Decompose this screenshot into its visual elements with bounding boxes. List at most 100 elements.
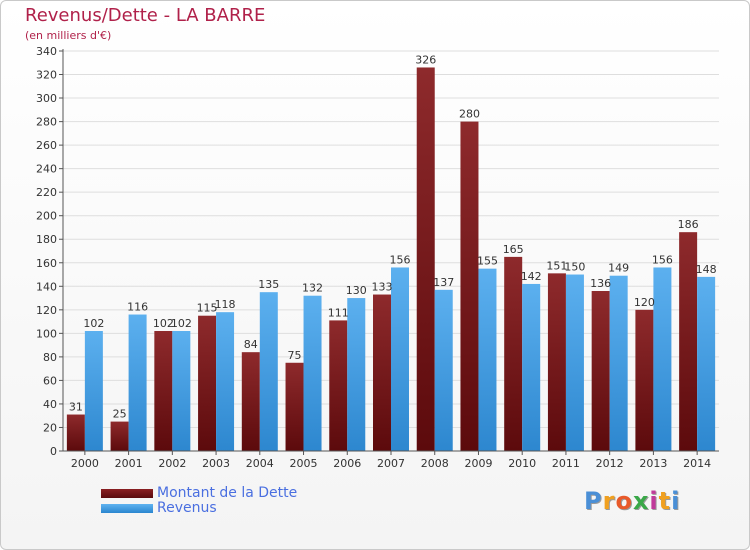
bar-debt [635, 309, 654, 451]
legend-swatch-debt [101, 489, 153, 498]
x-tick-label: 2009 [464, 457, 492, 470]
bar-revenue [172, 331, 191, 451]
x-tick-label: 2004 [246, 457, 274, 470]
data-label-revenue: 132 [302, 282, 323, 295]
bar-revenue [303, 295, 322, 451]
logo-letter: i [671, 487, 681, 515]
x-tick-label: 2006 [333, 457, 361, 470]
data-label-debt: 102 [153, 317, 174, 330]
data-label-debt: 25 [113, 408, 127, 421]
bar-debt [547, 273, 566, 451]
bar-revenue [609, 275, 628, 451]
legend-label-debt: Montant de la Dette [157, 485, 298, 501]
data-label-debt: 133 [372, 281, 393, 294]
bar-debt [329, 320, 348, 451]
data-label-revenue: 155 [477, 255, 498, 268]
y-tick-label: 220 [36, 186, 57, 199]
y-tick-label: 340 [36, 45, 57, 58]
data-label-debt: 120 [634, 296, 655, 309]
bar-debt [373, 294, 391, 451]
bar-debt [241, 352, 260, 451]
x-tick-label: 2014 [683, 457, 711, 470]
data-label-debt: 165 [503, 243, 524, 256]
data-label-debt: 136 [590, 277, 611, 290]
bar-revenue [84, 331, 103, 451]
chart-title: Revenus/Dette - LA BARRE [25, 5, 266, 26]
x-tick-label: 2003 [202, 457, 230, 470]
y-tick-label: 120 [36, 304, 57, 317]
bar-revenue [478, 268, 497, 451]
y-tick-label: 140 [36, 280, 57, 293]
labels: 0 20 40 60 80 100 120 140 160 180 200 220 240 260 280 3… [36, 45, 717, 470]
bar-revenue [434, 289, 453, 451]
legend-swatch-revenue [101, 504, 153, 513]
x-tick-label: 2002 [158, 457, 186, 470]
data-label-debt: 111 [328, 306, 349, 319]
bar-debt [110, 421, 129, 451]
bar-revenue [391, 267, 409, 451]
logo-letter: r [602, 487, 616, 515]
chart-subtitle: (en milliers d'€) [25, 29, 112, 42]
data-label-revenue: 102 [171, 317, 192, 330]
bar-debt [416, 67, 435, 452]
data-label-revenue: 156 [390, 253, 411, 266]
data-label-revenue: 116 [127, 301, 148, 314]
data-label-revenue: 137 [433, 276, 454, 289]
x-tick-label: 2000 [71, 457, 99, 470]
bar-debt [285, 362, 304, 451]
bar-chart: 0 20 40 60 80 100 120 140 160 180 200 220 240 260 280 3… [36, 45, 719, 470]
logo-letter: x [632, 487, 650, 515]
bar-debt [679, 232, 698, 451]
logo-letter: P [584, 487, 603, 515]
data-label-debt: 75 [288, 349, 302, 362]
y-tick-label: 240 [36, 163, 57, 176]
data-label-debt: 115 [197, 302, 218, 315]
bar-debt [591, 291, 610, 451]
bars [66, 67, 716, 452]
x-tick-label: 2005 [290, 457, 318, 470]
proxiti-logo: Proxiti [584, 487, 680, 515]
y-tick-label: 80 [43, 351, 57, 364]
data-label-debt: 186 [678, 218, 699, 231]
y-tick-label: 200 [36, 210, 57, 223]
data-label-revenue: 118 [215, 298, 236, 311]
bar-debt [198, 315, 217, 451]
data-label-debt: 280 [459, 108, 480, 121]
data-label-revenue: 135 [258, 278, 279, 291]
y-tick-label: 100 [36, 327, 57, 340]
x-tick-label: 2012 [596, 457, 624, 470]
data-label-debt: 151 [546, 259, 567, 272]
x-tick-label: 2007 [377, 457, 405, 470]
bar-revenue [697, 276, 716, 451]
bar-revenue [128, 314, 147, 451]
data-label-revenue: 102 [83, 317, 104, 330]
data-label-debt: 326 [415, 53, 436, 66]
data-label-revenue: 149 [608, 262, 629, 275]
logo-letter: o [615, 487, 633, 515]
data-label-debt: 84 [244, 338, 258, 351]
bar-revenue [347, 298, 366, 451]
bar-revenue [216, 312, 235, 451]
y-tick-label: 160 [36, 257, 57, 270]
x-tick-label: 2008 [421, 457, 449, 470]
y-tick-label: 60 [43, 374, 57, 387]
y-tick-label: 0 [50, 445, 57, 458]
data-label-revenue: 156 [652, 253, 673, 266]
data-label-debt: 31 [69, 401, 83, 414]
data-label-revenue: 130 [346, 284, 367, 297]
x-tick-label: 2001 [115, 457, 143, 470]
data-label-revenue: 148 [696, 263, 717, 276]
bar-debt [460, 121, 479, 452]
y-tick-label: 260 [36, 139, 57, 152]
y-tick-label: 20 [43, 421, 57, 434]
y-tick-label: 40 [43, 398, 57, 411]
x-tick-label: 2013 [639, 457, 667, 470]
data-label-revenue: 150 [564, 261, 585, 274]
logo-letter: t [658, 487, 672, 515]
x-tick-label: 2011 [552, 457, 580, 470]
bar-debt [66, 414, 85, 451]
y-tick-label: 300 [36, 92, 57, 105]
bar-revenue [565, 274, 584, 451]
bar-debt [154, 331, 173, 451]
